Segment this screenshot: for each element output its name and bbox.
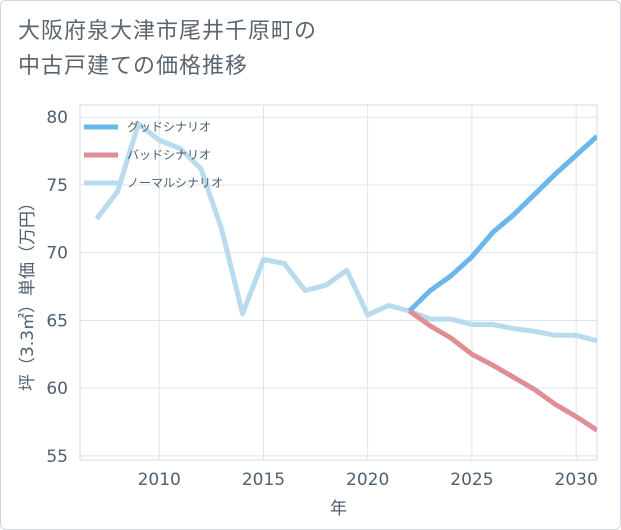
x-tick-label: 2020 — [346, 470, 389, 490]
y-tick-label: 75 — [46, 176, 68, 196]
grid-lines — [79, 104, 598, 461]
x-tick-label: 2015 — [242, 470, 285, 490]
legend-label: グッドシナリオ — [127, 120, 211, 134]
axes: 2010 2015 2020 2025 2030 55 60 65 70 75 80 — [46, 108, 597, 490]
legend-item[interactable]: バッドシナリオ — [84, 148, 211, 162]
x-tick-label: 2030 — [555, 470, 598, 490]
chart-title: 大阪府泉大津市尾井千原町の 中古戸建ての価格推移 — [18, 14, 317, 84]
legend-item[interactable]: ノーマルシナリオ — [84, 176, 223, 190]
series-layer — [94, 121, 597, 433]
x-tick-label: 2010 — [138, 470, 181, 490]
y-axis-title: 坪（3.3㎡）単価（万円） — [18, 194, 38, 391]
y-tick-label: 60 — [46, 379, 68, 399]
legend-label: バッドシナリオ — [127, 148, 211, 162]
y-tick-label: 65 — [46, 311, 68, 331]
x-tick-label: 2025 — [450, 470, 493, 490]
y-tick-label: 70 — [46, 244, 68, 264]
legend-label: ノーマルシナリオ — [127, 176, 223, 190]
series-line-2 — [94, 121, 597, 344]
x-axis-title: 年 — [330, 499, 347, 519]
series-line-1 — [407, 308, 597, 433]
legend-item[interactable]: グッドシナリオ — [84, 120, 211, 134]
chart-title-line-2: 中古戸建ての価格推移 — [18, 54, 249, 79]
plot-area-border — [79, 104, 598, 461]
y-tick-label: 80 — [46, 108, 68, 128]
y-tick-label: 55 — [46, 447, 68, 467]
series-line-0 — [407, 134, 597, 313]
chart-title-line-1: 大阪府泉大津市尾井千原町の — [18, 19, 318, 44]
